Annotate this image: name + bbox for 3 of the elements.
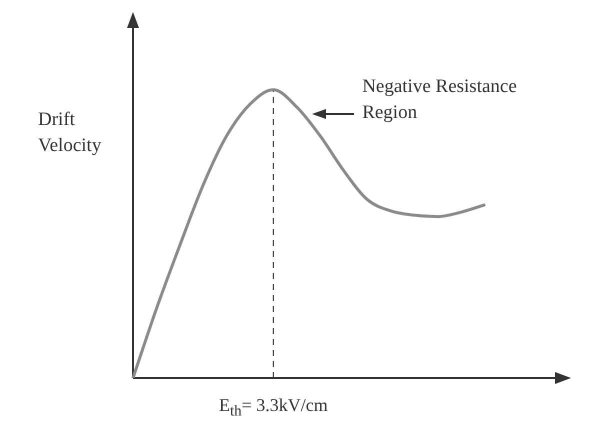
annotation: Negative Resistance Region bbox=[362, 74, 518, 125]
y-axis-title: Drift Velocity bbox=[38, 108, 102, 158]
text: E$_{th}$= 3.3kV/cm bbox=[218, 394, 329, 422]
